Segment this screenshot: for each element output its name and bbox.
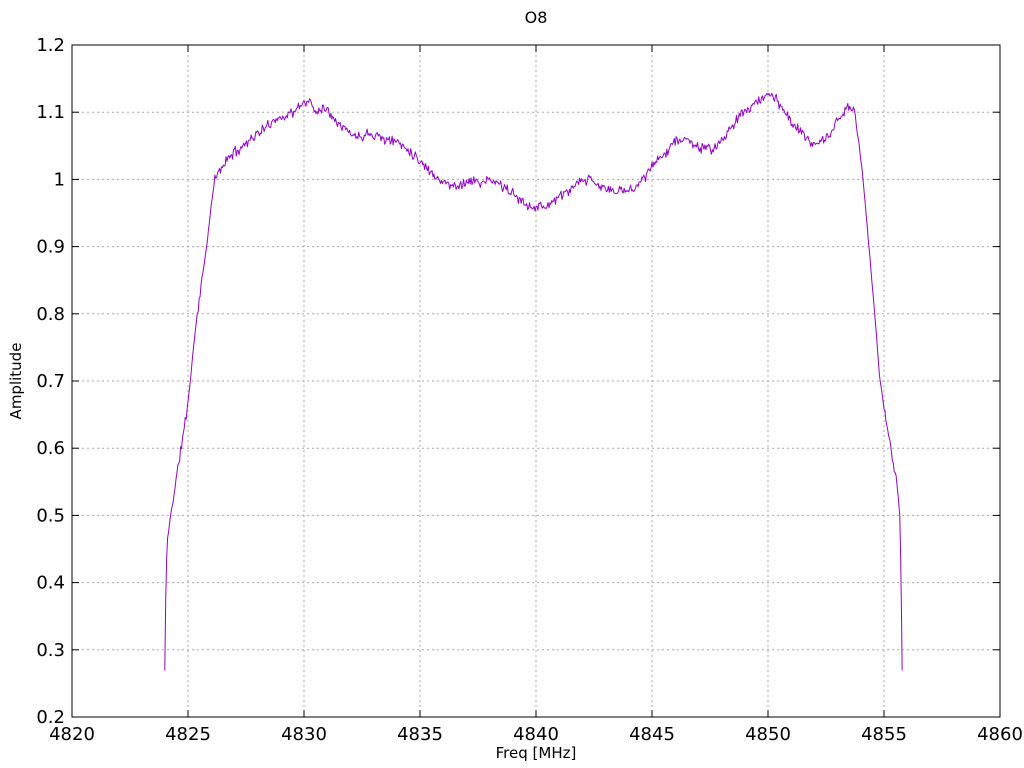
x-axis-label: Freq [MHz] — [495, 744, 577, 762]
x-tick-label: 4840 — [513, 724, 559, 745]
chart-title: O8 — [524, 8, 548, 27]
x-tick-label: 4855 — [861, 724, 907, 745]
y-tick-label: 0.5 — [36, 505, 65, 526]
x-tick-label: 4835 — [397, 724, 443, 745]
x-tick-label: 4825 — [165, 724, 211, 745]
y-tick-label: 0.3 — [36, 640, 65, 661]
y-tick-label: 0.2 — [36, 707, 65, 728]
y-axis-label: Amplitude — [7, 342, 25, 420]
y-tick-label: 1 — [54, 169, 65, 190]
y-tick-label: 0.6 — [36, 438, 65, 459]
y-tick-label: 0.9 — [36, 237, 65, 258]
series-line — [164, 92, 903, 671]
y-tick-label: 0.4 — [36, 573, 65, 594]
y-tick-label: 0.7 — [36, 371, 65, 392]
y-tick-label: 1.1 — [36, 102, 65, 123]
x-tick-label: 4850 — [745, 724, 791, 745]
y-tick-label: 1.2 — [36, 35, 65, 56]
y-tick-label: 0.8 — [36, 304, 65, 325]
x-tick-label: 4860 — [977, 724, 1023, 745]
x-tick-label: 4830 — [281, 724, 327, 745]
x-tick-label: 4820 — [49, 724, 95, 745]
x-tick-label: 4845 — [629, 724, 675, 745]
